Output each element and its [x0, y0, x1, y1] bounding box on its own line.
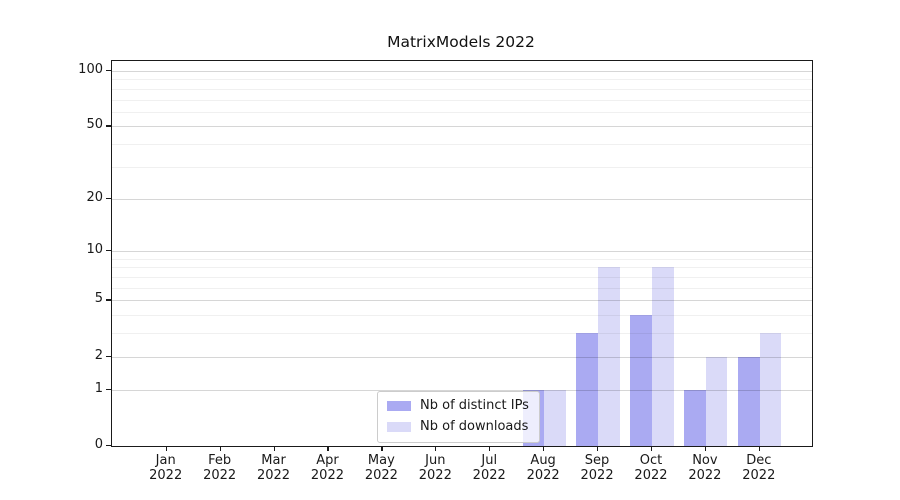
- x-tick-mark-oct: [650, 446, 653, 451]
- bar-distinct-ips-oct: [630, 315, 652, 446]
- x-tick-mark-feb: [219, 446, 221, 451]
- x-tick-label-apr: Apr 2022: [310, 453, 344, 483]
- gridline-major-1: [112, 389, 812, 391]
- y-tick-mark-50: [106, 125, 111, 127]
- bar-downloads-sep: [598, 267, 620, 446]
- gridline-major-5: [112, 300, 812, 302]
- x-tick-label-feb: Feb 2022: [203, 453, 237, 483]
- gridline-minor-80: [112, 88, 812, 90]
- gridline-major-20: [112, 198, 812, 200]
- legend-label-distinct-ips: Nb of distinct IPs: [420, 398, 529, 413]
- x-tick-label-aug: Aug 2022: [526, 453, 560, 483]
- bar-downloads-oct: [651, 267, 674, 446]
- x-tick-mark-jun: [435, 446, 437, 451]
- x-tick-label-may: May 2022: [364, 453, 398, 483]
- x-tick-mark-may: [381, 446, 383, 451]
- y-tick-mark-2: [106, 355, 111, 357]
- gridline-minor-30: [112, 166, 812, 168]
- plot-area: [111, 60, 813, 447]
- x-tick-label-jan: Jan 2022: [149, 453, 183, 483]
- gridline-minor-3: [112, 333, 812, 335]
- gridline-minor-70: [112, 99, 812, 101]
- y-tick-label-2: 2: [94, 347, 103, 363]
- gridline-minor-8: [112, 267, 812, 269]
- legend-swatch-downloads: [387, 422, 411, 432]
- legend-item-downloads: Nb of downloads: [387, 419, 529, 435]
- x-tick-mark-apr: [327, 446, 329, 451]
- gridline-major-10: [112, 251, 812, 253]
- x-tick-mark-dec: [758, 446, 760, 451]
- legend: Nb of distinct IPs Nb of downloads: [377, 391, 540, 443]
- y-tick-label-10: 10: [86, 242, 103, 258]
- y-tick-mark-0: [106, 445, 111, 447]
- y-tick-label-50: 50: [86, 117, 103, 133]
- y-tick-mark-1: [106, 388, 111, 390]
- x-tick-mark-jan: [165, 446, 167, 451]
- x-tick-mark-jul: [489, 446, 491, 451]
- chart-title: MatrixModels 2022: [387, 33, 535, 51]
- x-tick-mark-nov: [704, 446, 707, 451]
- legend-swatch-distinct-ips: [387, 401, 411, 411]
- y-tick-mark-10: [106, 250, 111, 252]
- y-tick-label-20: 20: [86, 189, 103, 205]
- x-tick-label-jun: Jun 2022: [418, 453, 452, 483]
- bar-distinct-ips-dec: [738, 356, 760, 446]
- x-tick-label-nov: Nov 2022: [688, 453, 722, 483]
- legend-item-distinct-ips: Nb of distinct IPs: [387, 398, 529, 414]
- y-tick-label-1: 1: [94, 380, 103, 396]
- gridline-minor-6: [112, 287, 812, 289]
- bar-distinct-ips-sep: [576, 333, 599, 446]
- y-tick-mark-100: [106, 69, 111, 72]
- bar-distinct-ips-nov: [684, 389, 706, 446]
- bar-downloads-dec: [759, 333, 782, 446]
- y-tick-mark-20: [106, 197, 111, 199]
- gridline-minor-90: [112, 79, 812, 81]
- x-tick-label-mar: Mar 2022: [256, 453, 291, 483]
- gridline-minor-4: [112, 315, 812, 317]
- gridline-minor-60: [112, 111, 812, 113]
- x-tick-label-jul: Jul 2022: [472, 453, 506, 483]
- x-tick-label-oct: Oct 2022: [634, 453, 668, 483]
- y-tick-mark-5: [106, 299, 111, 301]
- gridline-major-50: [112, 126, 812, 128]
- x-tick-mark-sep: [597, 446, 599, 451]
- x-tick-mark-aug: [543, 446, 545, 451]
- x-tick-label-dec: Dec 2022: [742, 453, 776, 483]
- y-tick-label-5: 5: [94, 291, 103, 307]
- gridline-minor-7: [112, 277, 812, 278]
- y-tick-label-100: 100: [78, 61, 103, 77]
- x-tick-label-sep: Sep 2022: [580, 453, 614, 483]
- gridline-minor-40: [112, 144, 812, 146]
- gridline-major-100: [112, 70, 812, 72]
- x-tick-mark-mar: [273, 446, 275, 451]
- y-tick-label-0: 0: [94, 437, 103, 452]
- legend-label-downloads: Nb of downloads: [420, 419, 529, 434]
- bar-downloads-nov: [705, 356, 728, 446]
- gridline-minor-9: [112, 258, 812, 260]
- gridline-major-2: [112, 356, 812, 358]
- bar-downloads-aug: [544, 389, 566, 446]
